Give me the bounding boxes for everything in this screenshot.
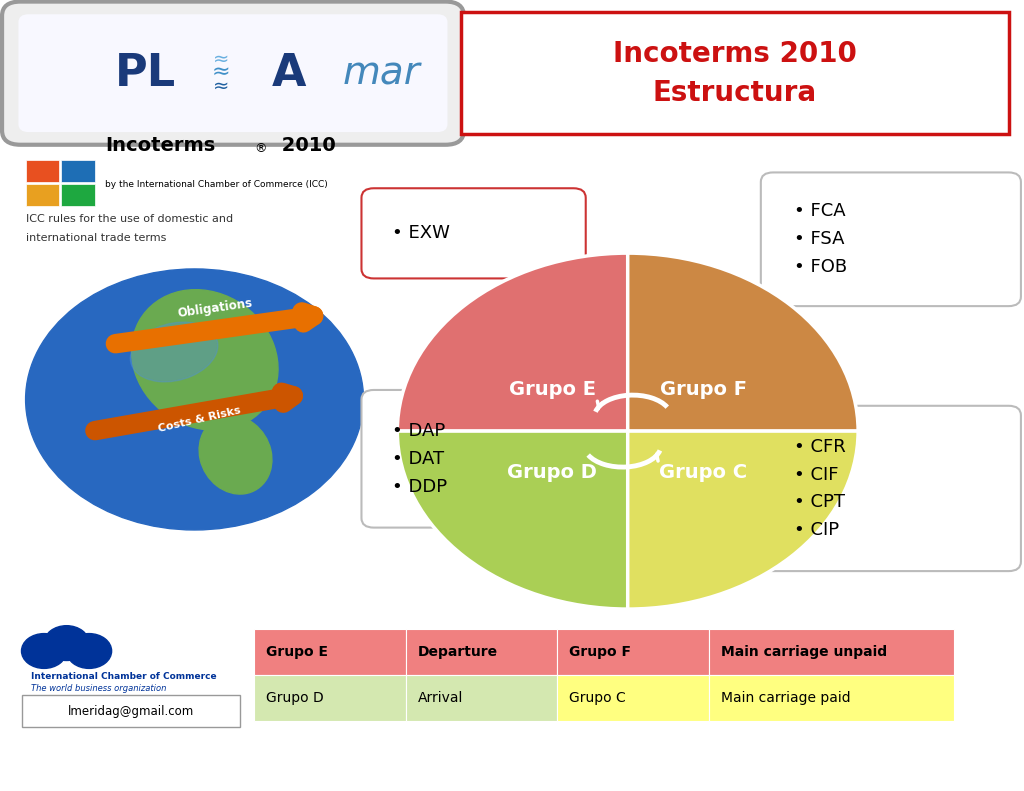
- FancyBboxPatch shape: [2, 2, 464, 145]
- FancyBboxPatch shape: [254, 629, 406, 675]
- Text: Incoterms: Incoterms: [105, 136, 216, 155]
- Text: Departure: Departure: [418, 645, 498, 659]
- Text: • FCA
• FSA
• FOB: • FCA • FSA • FOB: [794, 202, 847, 276]
- Text: Grupo D: Grupo D: [507, 463, 597, 482]
- FancyBboxPatch shape: [254, 675, 406, 721]
- Text: • CFR
• CIF
• CPT
• CIP: • CFR • CIF • CPT • CIP: [794, 437, 846, 539]
- Text: Grupo C: Grupo C: [659, 463, 748, 482]
- FancyArrowPatch shape: [116, 312, 313, 344]
- Text: • EXW: • EXW: [392, 225, 451, 242]
- Text: Grupo C: Grupo C: [569, 691, 626, 705]
- Text: Obligations: Obligations: [176, 297, 254, 320]
- Circle shape: [26, 269, 364, 530]
- FancyBboxPatch shape: [26, 160, 59, 182]
- Text: Arrival: Arrival: [418, 691, 463, 705]
- FancyBboxPatch shape: [61, 160, 95, 182]
- Text: The world business organization: The world business organization: [31, 684, 166, 693]
- Ellipse shape: [199, 415, 272, 494]
- Text: ≈: ≈: [213, 76, 228, 96]
- Text: Grupo E: Grupo E: [266, 645, 329, 659]
- Circle shape: [22, 634, 67, 668]
- FancyBboxPatch shape: [761, 406, 1021, 571]
- Text: ®: ®: [254, 142, 266, 155]
- FancyBboxPatch shape: [61, 184, 95, 206]
- Text: Grupo F: Grupo F: [659, 380, 746, 399]
- FancyBboxPatch shape: [461, 12, 1009, 134]
- FancyBboxPatch shape: [406, 629, 557, 675]
- Text: mar: mar: [343, 54, 420, 93]
- Text: A: A: [272, 51, 306, 95]
- FancyBboxPatch shape: [361, 390, 555, 528]
- Text: • DAP
• DAT
• DDP: • DAP • DAT • DDP: [392, 422, 447, 496]
- Text: ≈: ≈: [211, 62, 230, 81]
- Text: PL: PL: [116, 51, 176, 95]
- Text: ICC rules for the use of domestic and: ICC rules for the use of domestic and: [26, 214, 232, 224]
- Text: Incoterms 2010
Estructura: Incoterms 2010 Estructura: [612, 40, 857, 107]
- Text: International Chamber of Commerce: International Chamber of Commerce: [31, 672, 216, 681]
- Circle shape: [44, 626, 89, 660]
- Text: international trade terms: international trade terms: [26, 233, 166, 244]
- Text: by the International Chamber of Commerce (ICC): by the International Chamber of Commerce…: [105, 180, 329, 188]
- Text: Grupo E: Grupo E: [509, 380, 596, 399]
- FancyBboxPatch shape: [361, 188, 586, 278]
- FancyBboxPatch shape: [709, 675, 954, 721]
- Text: Grupo D: Grupo D: [266, 691, 324, 705]
- Wedge shape: [628, 431, 858, 609]
- Text: Main carriage unpaid: Main carriage unpaid: [721, 645, 887, 659]
- Text: Grupo F: Grupo F: [569, 645, 632, 659]
- Text: Main carriage paid: Main carriage paid: [721, 691, 851, 705]
- FancyBboxPatch shape: [557, 675, 709, 721]
- Wedge shape: [628, 253, 858, 431]
- FancyBboxPatch shape: [18, 14, 447, 132]
- FancyArrowPatch shape: [95, 392, 293, 430]
- FancyBboxPatch shape: [761, 172, 1021, 306]
- Text: 2010: 2010: [275, 136, 336, 155]
- Wedge shape: [397, 431, 628, 609]
- Ellipse shape: [130, 322, 218, 382]
- Ellipse shape: [131, 290, 279, 430]
- FancyBboxPatch shape: [709, 629, 954, 675]
- Text: lmeridag@gmail.com: lmeridag@gmail.com: [68, 705, 194, 717]
- Wedge shape: [397, 253, 628, 431]
- FancyBboxPatch shape: [22, 695, 240, 727]
- FancyBboxPatch shape: [557, 629, 709, 675]
- Text: Costs & Risks: Costs & Risks: [158, 405, 242, 433]
- FancyBboxPatch shape: [406, 675, 557, 721]
- Text: ≈: ≈: [213, 49, 228, 69]
- Circle shape: [67, 634, 112, 668]
- FancyBboxPatch shape: [26, 184, 59, 206]
